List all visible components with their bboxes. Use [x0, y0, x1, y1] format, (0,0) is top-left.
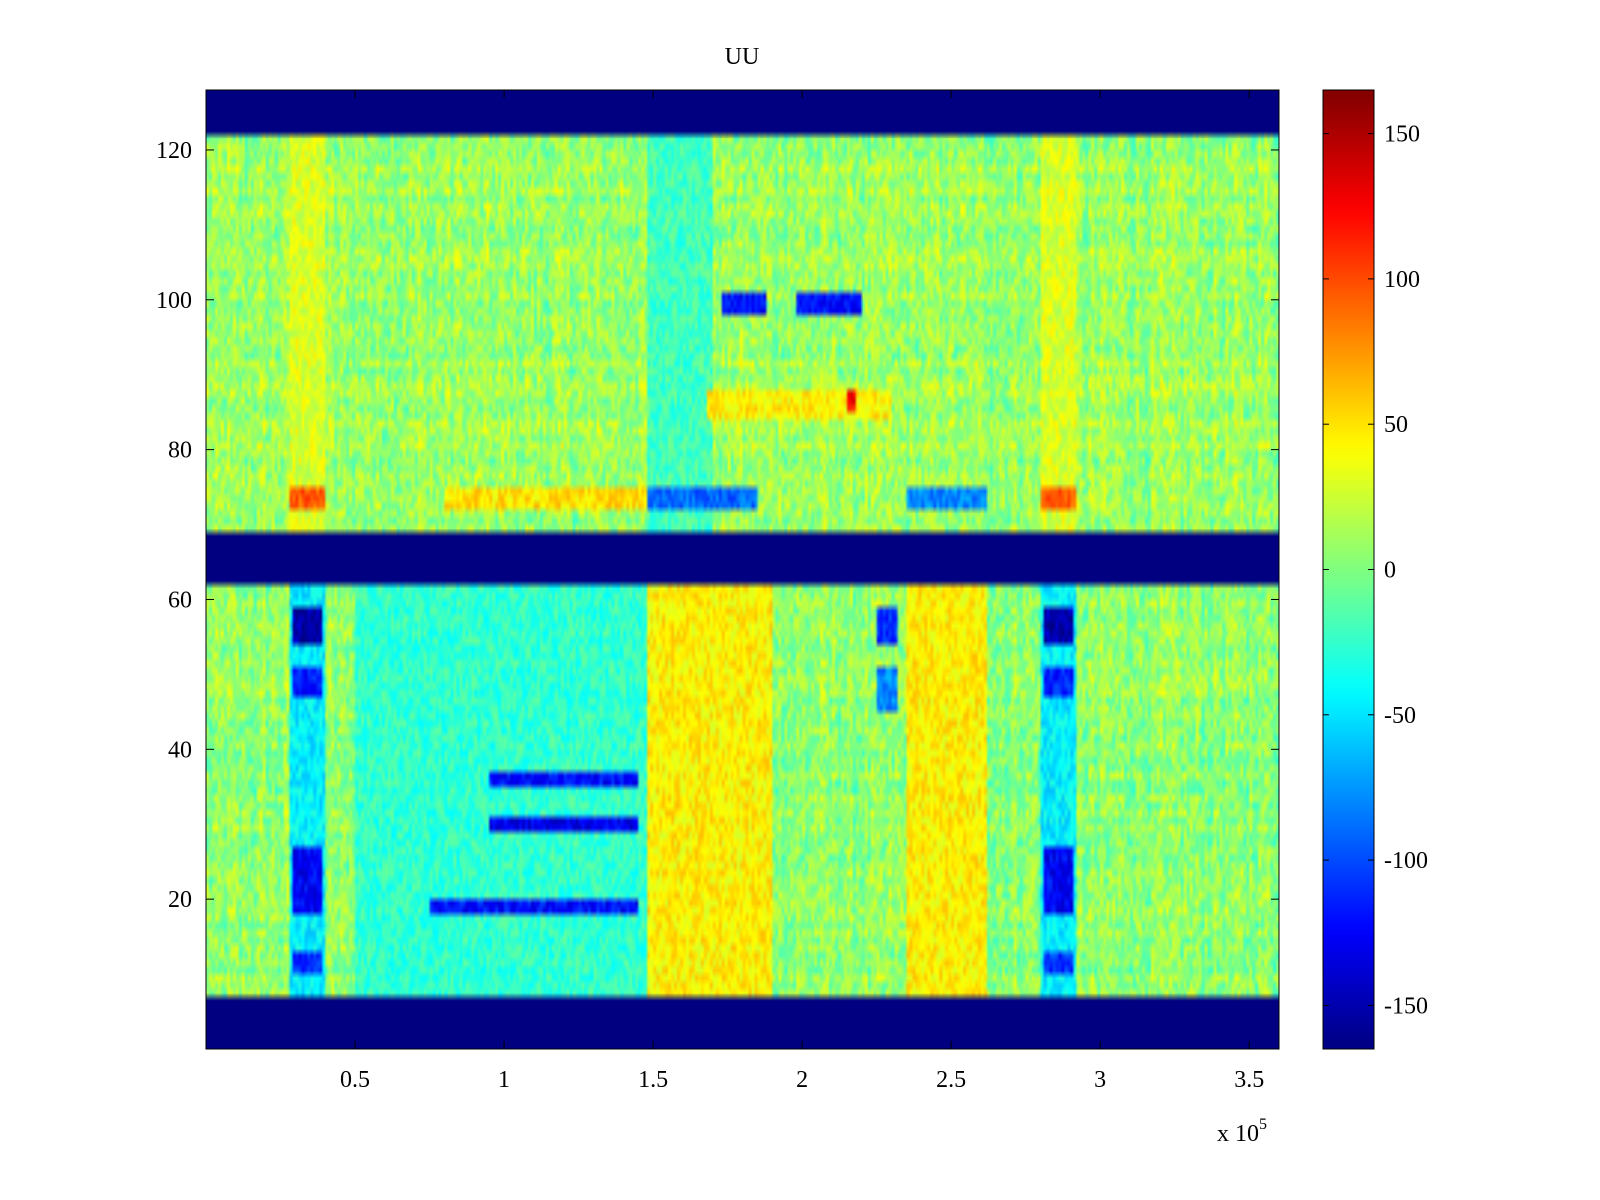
colorbar-tick-label: 50: [1384, 412, 1408, 438]
x-exponent-power: 5: [1259, 1116, 1267, 1133]
colorbar-tick-label: -150: [1384, 993, 1428, 1019]
colorbar-tick-label: 0: [1384, 558, 1396, 584]
y-tick-label: 20: [168, 887, 192, 913]
x-tick-label: 1.5: [638, 1067, 668, 1093]
colorbar-axes: 150 100 50 0 -50 -100 -150: [1323, 122, 1428, 1019]
y-tick-label: 80: [168, 438, 192, 464]
heatmap-image: [206, 90, 1279, 1049]
colorbar-tick-label: 150: [1384, 122, 1420, 148]
heatmap-axes: 0.5 1 1.5 2 2.5 3 3.5 20 40 60 80 100 120: [156, 90, 1279, 1093]
x-tick-label: 2: [796, 1067, 808, 1093]
x-tick-label: 3: [1094, 1067, 1106, 1093]
y-tick-label: 100: [156, 288, 192, 314]
colorbar-image: [1323, 90, 1374, 1049]
plot-area-frame: [205, 89, 1280, 1050]
x-tick-label: 3.5: [1234, 1067, 1264, 1093]
x-exponent-base: x 10: [1217, 1121, 1259, 1147]
y-tick-label: 40: [168, 737, 192, 763]
colorbar-frame: [1322, 89, 1375, 1050]
x-tick-label: 1: [498, 1067, 510, 1093]
y-tick-label: 60: [168, 587, 192, 613]
x-axis-exponent: x 105: [1217, 1116, 1267, 1147]
x-tick-label: 2.5: [936, 1067, 966, 1093]
chart-title: UU: [725, 44, 760, 70]
colorbar-tick-label: 100: [1384, 267, 1420, 293]
y-tick-label: 120: [156, 138, 192, 164]
colorbar-tick-label: -100: [1384, 848, 1428, 874]
x-tick-label: 0.5: [340, 1067, 370, 1093]
colorbar-tick-label: -50: [1384, 703, 1416, 729]
